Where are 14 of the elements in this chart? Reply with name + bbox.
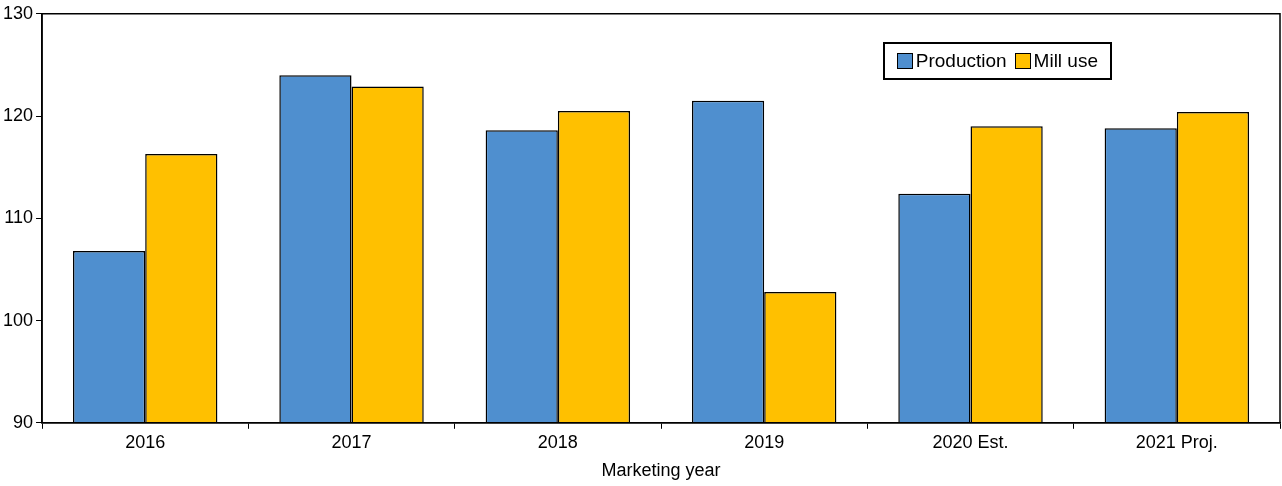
x-tick-label: 2017 [331, 431, 372, 452]
y-tick-label: 110 [4, 207, 34, 228]
x-tick-label: 2019 [744, 431, 785, 452]
x-tick-label: 2020 Est. [932, 431, 1009, 452]
y-tick-label: 100 [2, 309, 34, 330]
x-axis-title: Marketing year [601, 460, 721, 481]
y-tick-label: 130 [2, 2, 34, 23]
legend-label: Mill use [1033, 50, 1098, 72]
x-tick-label: 2021 Proj. [1135, 431, 1218, 452]
y-tick-label: 120 [2, 105, 34, 126]
legend-label: Production [915, 50, 1007, 72]
x-tick-label: 2016 [125, 431, 166, 452]
y-tick-label: 90 [13, 411, 34, 432]
x-tick-label: 2018 [537, 431, 578, 452]
